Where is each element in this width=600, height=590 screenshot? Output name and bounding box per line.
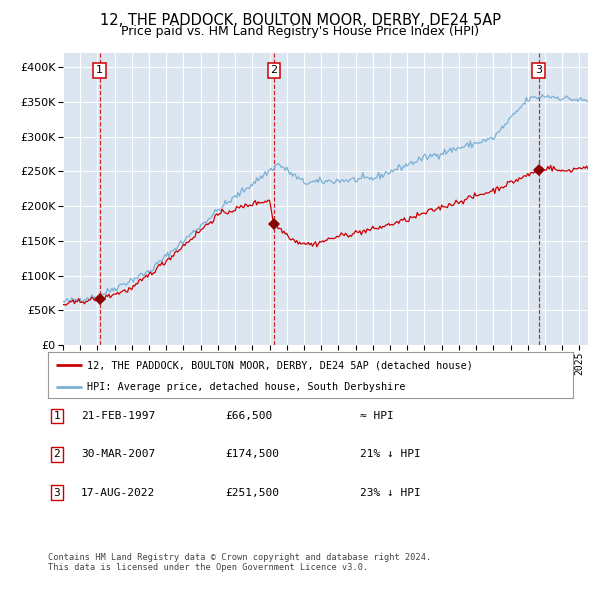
Text: 21-FEB-1997: 21-FEB-1997	[81, 411, 155, 421]
Text: 3: 3	[535, 65, 542, 76]
Text: 17-AUG-2022: 17-AUG-2022	[81, 488, 155, 497]
Text: 12, THE PADDOCK, BOULTON MOOR, DERBY, DE24 5AP: 12, THE PADDOCK, BOULTON MOOR, DERBY, DE…	[100, 13, 500, 28]
Text: This data is licensed under the Open Government Licence v3.0.: This data is licensed under the Open Gov…	[48, 563, 368, 572]
Text: 21% ↓ HPI: 21% ↓ HPI	[360, 450, 421, 459]
Text: 3: 3	[53, 488, 61, 497]
Text: ≈ HPI: ≈ HPI	[360, 411, 394, 421]
Text: 1: 1	[96, 65, 103, 76]
Text: Contains HM Land Registry data © Crown copyright and database right 2024.: Contains HM Land Registry data © Crown c…	[48, 553, 431, 562]
Text: 30-MAR-2007: 30-MAR-2007	[81, 450, 155, 459]
Text: HPI: Average price, detached house, South Derbyshire: HPI: Average price, detached house, Sout…	[88, 382, 406, 392]
Text: £174,500: £174,500	[225, 450, 279, 459]
Text: 2: 2	[270, 65, 277, 76]
Text: 12, THE PADDOCK, BOULTON MOOR, DERBY, DE24 5AP (detached house): 12, THE PADDOCK, BOULTON MOOR, DERBY, DE…	[88, 360, 473, 370]
Text: 1: 1	[53, 411, 61, 421]
Text: Price paid vs. HM Land Registry's House Price Index (HPI): Price paid vs. HM Land Registry's House …	[121, 25, 479, 38]
Text: 2: 2	[53, 450, 61, 459]
Text: £66,500: £66,500	[225, 411, 272, 421]
Text: 23% ↓ HPI: 23% ↓ HPI	[360, 488, 421, 497]
Text: £251,500: £251,500	[225, 488, 279, 497]
